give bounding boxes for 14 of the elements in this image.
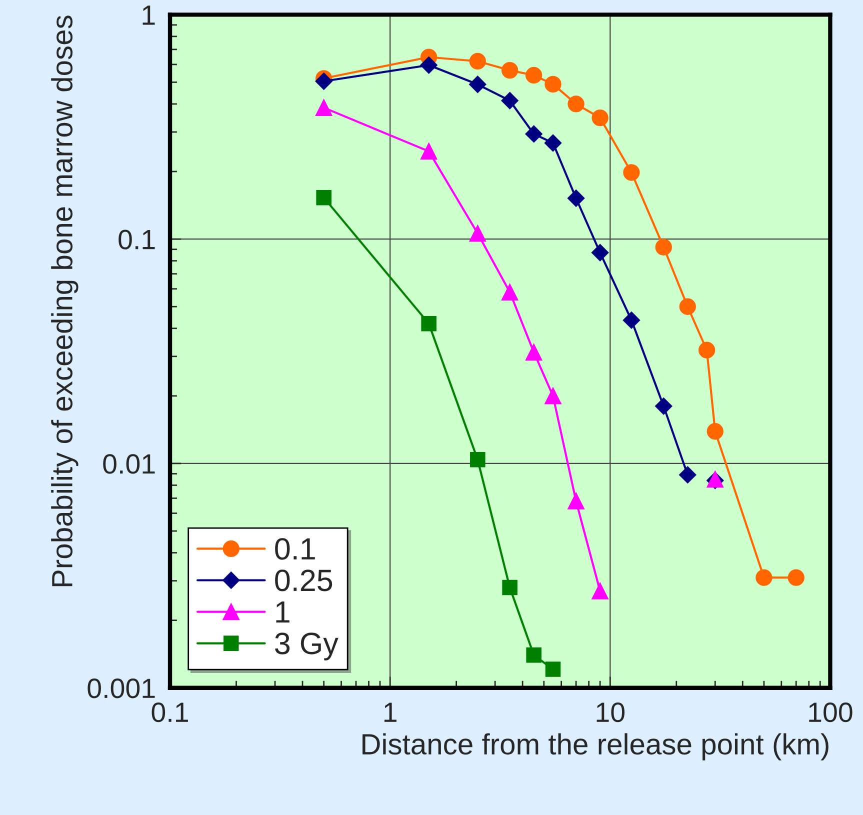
y-tick-label: 0.01 [103, 454, 155, 474]
y-tick-label: 1 [142, 6, 155, 25]
x-tick-label: 0.1 [152, 702, 188, 722]
x-axis-title: Distance from the release point (km) [362, 733, 828, 760]
y-tick-label: 0.001 [88, 678, 155, 698]
legend-label: 1 [276, 601, 290, 622]
legend-label: 0.25 [275, 570, 332, 592]
y-axis-title: Probability of exceeding bone marrow doses [51, 16, 78, 586]
x-tick-label: 10 [596, 702, 625, 722]
x-tick-label: 100 [809, 702, 852, 722]
x-tick-label: 1 [384, 702, 396, 722]
legend-label: 3 Gy [275, 632, 338, 660]
y-tick-label: 0.1 [118, 230, 155, 250]
legend-label: 0.1 [275, 538, 315, 560]
